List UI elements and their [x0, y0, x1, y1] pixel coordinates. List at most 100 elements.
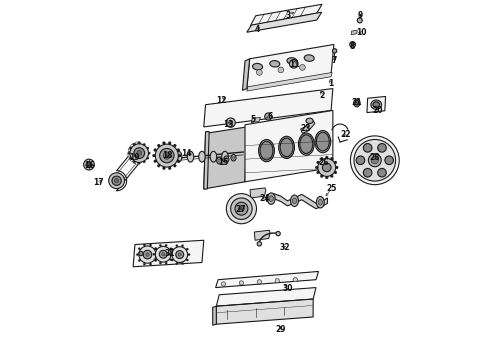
Circle shape	[128, 148, 131, 151]
Text: 31: 31	[165, 249, 175, 258]
Circle shape	[135, 161, 138, 164]
Circle shape	[149, 263, 151, 265]
Circle shape	[186, 259, 188, 261]
Circle shape	[155, 246, 171, 262]
Circle shape	[130, 144, 148, 162]
Circle shape	[170, 253, 172, 256]
Circle shape	[136, 253, 139, 256]
Circle shape	[168, 141, 171, 144]
Circle shape	[139, 251, 143, 256]
Circle shape	[265, 113, 272, 120]
Circle shape	[181, 262, 184, 265]
Circle shape	[156, 253, 159, 256]
Circle shape	[160, 148, 174, 163]
Circle shape	[138, 162, 140, 164]
Text: 10: 10	[356, 28, 367, 37]
Circle shape	[143, 263, 146, 265]
Polygon shape	[247, 12, 322, 32]
Circle shape	[226, 194, 256, 224]
Circle shape	[235, 202, 248, 215]
Circle shape	[368, 154, 381, 167]
Circle shape	[221, 282, 225, 286]
Text: 32: 32	[280, 243, 291, 252]
Circle shape	[129, 157, 132, 159]
Circle shape	[330, 157, 333, 160]
Circle shape	[136, 142, 139, 145]
Circle shape	[177, 149, 180, 152]
Circle shape	[138, 248, 141, 250]
Circle shape	[256, 69, 262, 75]
Circle shape	[128, 154, 131, 157]
Circle shape	[138, 142, 140, 144]
Circle shape	[155, 144, 178, 167]
Polygon shape	[216, 299, 313, 324]
Circle shape	[334, 161, 337, 164]
Circle shape	[134, 161, 137, 164]
Circle shape	[378, 168, 386, 177]
Circle shape	[257, 280, 262, 284]
Circle shape	[139, 246, 156, 263]
Circle shape	[371, 157, 378, 164]
Circle shape	[320, 157, 323, 160]
Ellipse shape	[259, 139, 274, 162]
Circle shape	[357, 18, 362, 23]
Text: 30: 30	[282, 284, 293, 293]
Ellipse shape	[217, 157, 221, 164]
Text: 2: 2	[319, 91, 325, 100]
Text: 24: 24	[260, 194, 270, 203]
Circle shape	[138, 260, 141, 262]
Text: 22: 22	[340, 130, 351, 139]
Circle shape	[131, 159, 134, 162]
Circle shape	[172, 253, 173, 255]
Ellipse shape	[317, 132, 329, 151]
Circle shape	[154, 149, 157, 152]
Text: 23: 23	[300, 124, 311, 133]
Circle shape	[138, 141, 141, 144]
Circle shape	[364, 168, 372, 177]
Ellipse shape	[279, 136, 294, 158]
Polygon shape	[250, 188, 266, 198]
Circle shape	[152, 154, 155, 157]
Circle shape	[128, 152, 130, 154]
Circle shape	[257, 242, 262, 246]
Ellipse shape	[270, 60, 280, 67]
Circle shape	[163, 152, 171, 159]
Text: 15: 15	[219, 158, 229, 167]
Circle shape	[172, 247, 188, 262]
Ellipse shape	[175, 151, 182, 162]
Ellipse shape	[280, 138, 293, 157]
Circle shape	[147, 147, 149, 149]
Circle shape	[317, 171, 319, 174]
Circle shape	[162, 253, 165, 256]
Text: 7: 7	[332, 56, 337, 65]
Circle shape	[170, 258, 172, 261]
Circle shape	[159, 262, 161, 264]
Circle shape	[356, 156, 365, 165]
Circle shape	[320, 175, 323, 177]
Polygon shape	[251, 117, 260, 123]
Circle shape	[128, 153, 131, 156]
Polygon shape	[204, 127, 247, 189]
Circle shape	[177, 160, 180, 163]
Circle shape	[143, 143, 146, 145]
Circle shape	[364, 144, 372, 152]
Ellipse shape	[199, 151, 205, 162]
Circle shape	[154, 260, 157, 262]
Ellipse shape	[269, 196, 273, 202]
Ellipse shape	[224, 156, 229, 162]
Ellipse shape	[355, 100, 359, 105]
Ellipse shape	[221, 151, 228, 162]
Ellipse shape	[304, 55, 314, 61]
Circle shape	[171, 248, 173, 250]
Circle shape	[133, 160, 136, 163]
Circle shape	[143, 244, 146, 246]
Polygon shape	[247, 72, 332, 91]
Circle shape	[155, 258, 157, 261]
Circle shape	[350, 41, 355, 47]
Text: 19: 19	[129, 153, 140, 162]
Circle shape	[351, 43, 354, 46]
Text: 1: 1	[328, 79, 334, 88]
Circle shape	[317, 161, 319, 164]
Polygon shape	[204, 89, 333, 127]
Circle shape	[135, 142, 138, 145]
